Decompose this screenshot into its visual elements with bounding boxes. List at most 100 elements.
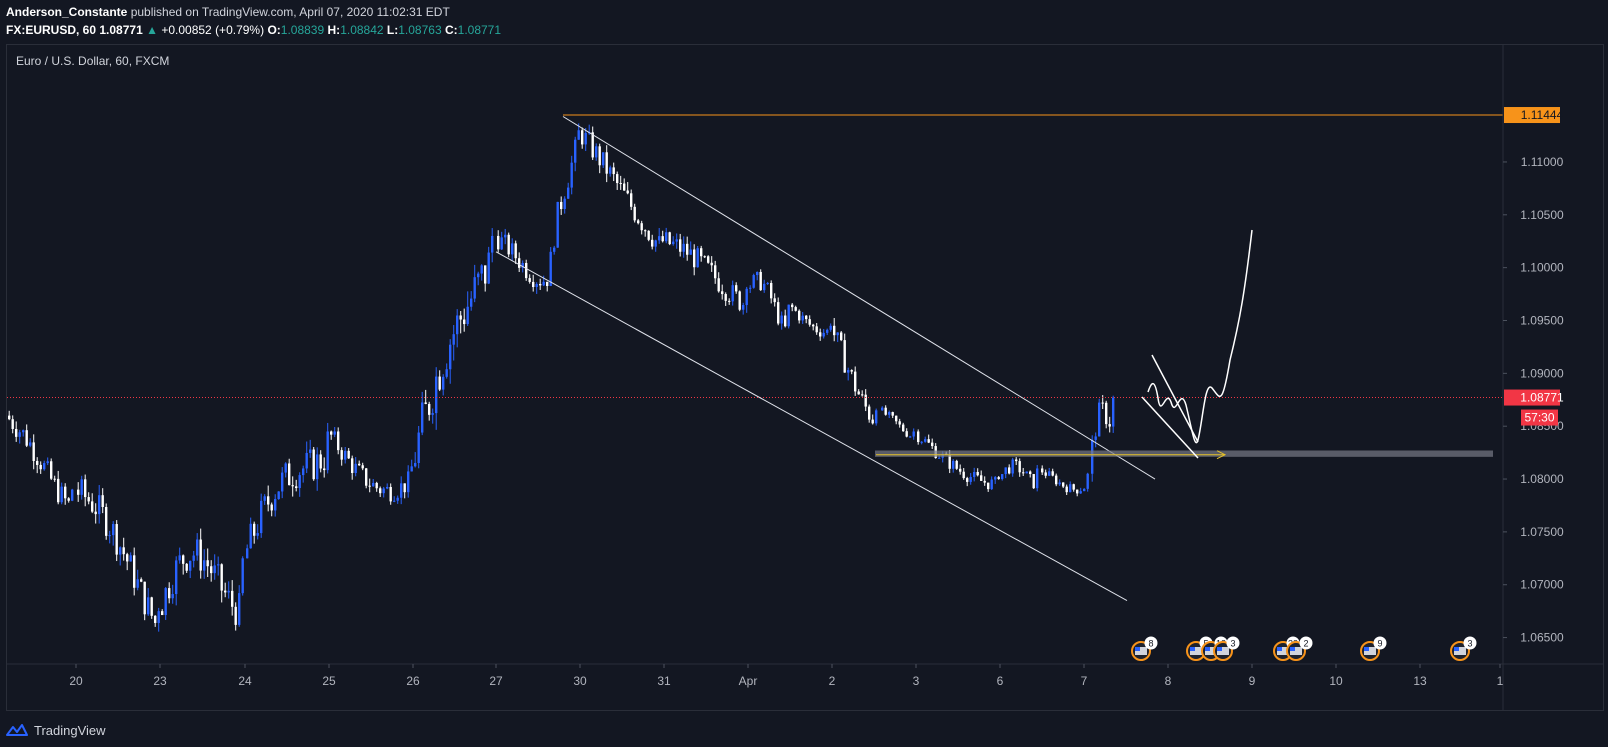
candle-body: [1051, 471, 1054, 476]
high-label: H:: [327, 23, 341, 37]
candle-body: [962, 471, 965, 479]
candle-body: [1062, 482, 1065, 487]
candle-body: [53, 478, 56, 480]
candle-body: [990, 479, 993, 490]
candle-body: [80, 479, 83, 495]
candle-body: [924, 439, 927, 442]
candle-body: [850, 370, 853, 372]
candle-body: [707, 256, 710, 263]
candle-body: [288, 463, 291, 486]
candle-body: [323, 468, 326, 471]
event-marker: 9: [1360, 636, 1387, 661]
candle-body: [470, 298, 473, 307]
candle-body: [917, 431, 920, 443]
candle-body: [549, 251, 552, 286]
x-tick-label: 10: [1329, 674, 1343, 688]
candle-body: [136, 579, 139, 588]
candle-body: [1048, 471, 1051, 476]
symbol-name[interactable]: FX:EURUSD, 60: [6, 23, 97, 37]
drawings[interactable]: [7, 114, 1503, 602]
y-tick-label: 1.06500: [1520, 631, 1564, 645]
candle-body: [122, 547, 125, 555]
candle-body: [1044, 472, 1047, 476]
candles: [8, 123, 1115, 632]
candle-body: [542, 281, 545, 286]
candle-body: [115, 524, 118, 555]
candle-body: [766, 282, 769, 284]
candle-body: [445, 369, 448, 377]
candle-body: [459, 315, 462, 320]
candle-body: [98, 495, 101, 515]
candle-body: [738, 291, 741, 310]
candle-body: [29, 442, 32, 446]
candle-body: [511, 243, 514, 255]
candle-body: [129, 555, 132, 562]
candle-body: [633, 206, 636, 221]
candle-body: [18, 432, 21, 437]
candle-body: [563, 198, 566, 210]
candle-body: [931, 442, 934, 447]
candle-body: [1041, 468, 1044, 473]
event-marker: 3: [1213, 636, 1240, 661]
x-tick-label: 31: [657, 674, 671, 688]
candle-body: [1105, 402, 1108, 425]
candle-body: [312, 449, 315, 480]
candle-body: [875, 410, 878, 424]
candle-body: [794, 307, 797, 311]
candle-body: [196, 539, 199, 556]
candle-body: [284, 463, 287, 473]
candle-body: [798, 310, 801, 321]
candle-body: [556, 201, 559, 248]
candle-body: [154, 615, 157, 623]
candle-body: [500, 237, 503, 250]
candle-body: [295, 486, 298, 489]
candle-body: [1008, 467, 1011, 474]
candle-body: [192, 555, 195, 561]
candle-body: [302, 468, 305, 476]
candle-body: [379, 488, 382, 494]
candle-body: [952, 460, 955, 469]
y-tick-label: 1.10000: [1520, 261, 1564, 275]
candle-body: [249, 523, 252, 549]
candle-body: [407, 471, 410, 493]
candle-body: [347, 450, 350, 459]
up-triangle-icon: ▲: [146, 23, 158, 37]
x-tick-label: 2: [829, 674, 836, 688]
author-name[interactable]: Anderson_Constante: [6, 5, 128, 19]
chart-frame[interactable]: [6, 44, 1604, 711]
candle-body: [1079, 491, 1082, 494]
candle-body: [1029, 471, 1032, 475]
candle-body: [477, 273, 480, 278]
candle-body: [1112, 397, 1115, 427]
candle-body: [452, 334, 455, 345]
candle-body: [8, 415, 11, 420]
candle-body: [1015, 459, 1018, 462]
candle-body: [595, 146, 598, 158]
flag-icon-canton: [1364, 647, 1369, 651]
candle-body: [438, 376, 441, 390]
flag-icon-body: [1454, 647, 1466, 655]
candle-body: [693, 249, 696, 268]
candle-body: [71, 489, 74, 501]
candle-body: [966, 478, 969, 482]
brand-name[interactable]: TradingView: [34, 722, 106, 738]
candle-body: [403, 483, 406, 493]
x-tick-label: 13: [1413, 674, 1427, 688]
economic-events[interactable]: 8512333293: [1131, 636, 1477, 661]
event-count: 3: [1230, 639, 1235, 649]
candle-body: [351, 458, 354, 474]
candle-body: [140, 579, 143, 582]
candle-body: [449, 344, 452, 370]
candle-body: [644, 230, 647, 232]
candle-body: [756, 271, 759, 276]
event-count-badge: [1226, 636, 1240, 650]
x-tick-label: 1: [1497, 674, 1504, 688]
x-tick-label: 9: [1249, 674, 1256, 688]
candle-body: [784, 315, 787, 327]
candle-body: [382, 488, 385, 494]
candle-body: [710, 262, 713, 266]
open-label: O:: [267, 23, 281, 37]
candle-body: [365, 468, 368, 486]
candle-body: [393, 500, 396, 502]
